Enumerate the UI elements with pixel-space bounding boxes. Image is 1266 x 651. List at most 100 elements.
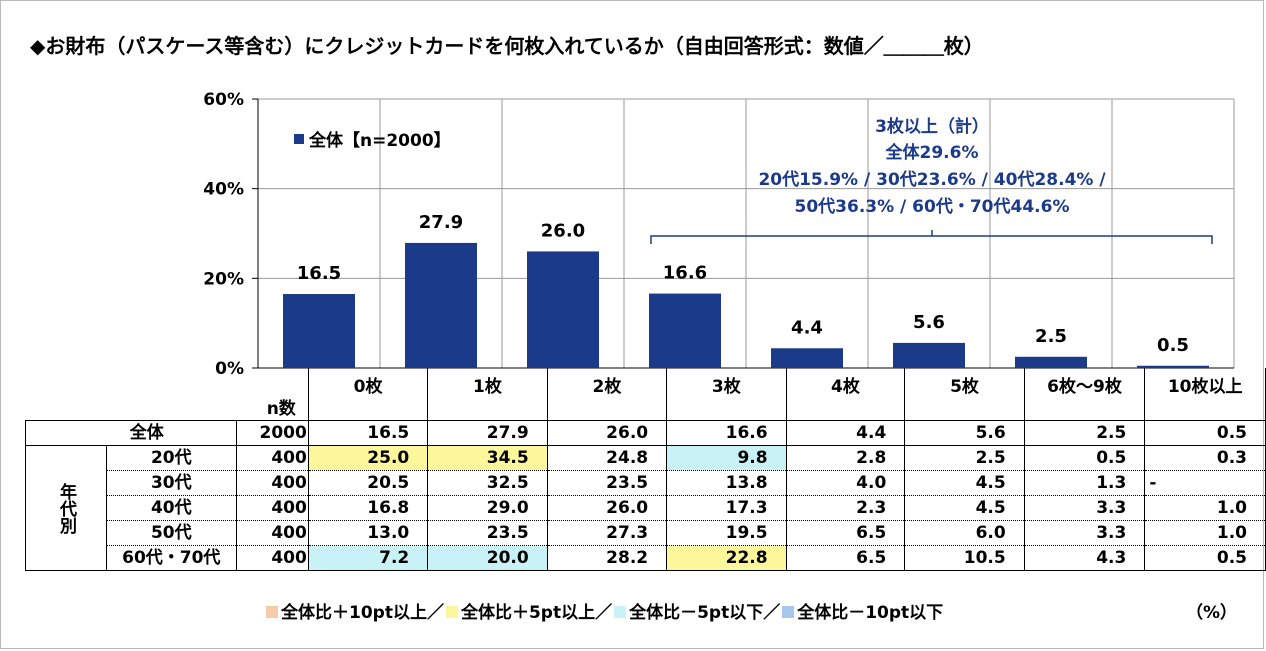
row-label: 30代 (106, 470, 237, 496)
row-label: 40代 (106, 495, 237, 521)
value-label-2: 26.0 (541, 220, 585, 241)
n-cell: 400 (235, 520, 309, 546)
column-header: 4枚 (785, 368, 905, 421)
value-label-0: 16.5 (297, 263, 341, 284)
table-row: 60代・70代 400 7.2 20.0 28.2 22.8 6.5 10.5 4.3 0.5 (26, 545, 1266, 571)
value-label-5: 5.6 (913, 312, 945, 333)
highlight-swatch (445, 606, 458, 618)
table-cell: 34.5 (427, 445, 548, 471)
column-header: 3枚 (666, 368, 787, 421)
row-label: 50代 (106, 520, 237, 546)
bar-7 (1137, 365, 1209, 368)
table-cell: 16.6 (666, 420, 787, 446)
table-cell: 1.0 (1144, 520, 1266, 546)
table-cell: 26.0 (546, 495, 667, 521)
n-cell: 400 (235, 470, 309, 496)
table-cell: 2.3 (785, 495, 905, 521)
bar-2 (527, 251, 599, 368)
table-cell: 1.3 (1023, 470, 1145, 496)
annotation-line-3: 50代36.3% / 60代・70代44.6% (795, 196, 1070, 217)
column-header: 1枚 (427, 368, 548, 421)
highlight-legend: 全体比＋10pt以上／ 全体比＋5pt以上／ 全体比－5pt以下／ 全体比－10pt以… (266, 598, 945, 623)
table-cell: 16.5 (307, 420, 428, 446)
chart-title: ◆お財布（パスケース等含む）にクレジットカードを何枚入れているか（自由回答形式：… (30, 30, 984, 59)
bar-6 (1015, 356, 1087, 368)
table-cell: 29.0 (427, 495, 548, 521)
table-row: 年代別 20代 400 25.0 34.5 24.8 9.8 2.8 2.5 0.5 0.3 (25, 445, 1266, 571)
table-row: 50代 400 13.0 23.5 27.3 19.5 6.5 6.0 3.3 1.0 (26, 520, 1266, 546)
value-labels: 16.5 27.9 26.0 16.6 4.4 5.6 2.5 0.5 (297, 212, 1189, 356)
bar-chart: 0%20%40%60% 16.527.9 26.016.64.4 5.62.5 0.5… (203, 90, 1235, 379)
highlight-swatch (614, 606, 627, 618)
highlight-legend-item: 全体比＋10pt以上／ (266, 603, 444, 623)
table-cell: 0.5 (1023, 445, 1145, 471)
table-cell: 25.0 (307, 445, 428, 471)
n-cell: 400 (235, 495, 309, 521)
table-cell: 0.3 (1144, 445, 1266, 471)
y-tick-label: 40% (203, 180, 244, 200)
unit-label: （%） (1186, 603, 1238, 623)
value-label-3: 16.6 (663, 263, 707, 284)
table-cell: 2.5 (1023, 420, 1145, 446)
highlight-label: 全体比＋10pt以上／ (281, 603, 444, 623)
highlight-label: 全体比－5pt以下／ (629, 603, 781, 623)
column-header: 10枚以上 (1144, 368, 1266, 421)
table-cell: 4.5 (904, 470, 1025, 496)
n-cell: 2000 (235, 420, 309, 446)
table-cell: 27.9 (427, 420, 548, 446)
n-cell: 400 (235, 445, 309, 471)
y-tick-label: 20% (203, 269, 244, 289)
row-label: 全体 (25, 420, 237, 446)
table-cell: 22.8 (666, 545, 787, 571)
table-cell: 2.8 (785, 445, 905, 471)
table-cell: 4.4 (785, 420, 905, 446)
table-row: 30代 400 20.5 32.5 23.5 13.8 4.0 4.5 1.3- (26, 470, 1266, 496)
highlight-label: 全体比－10pt以下 (797, 603, 944, 623)
table-cell: 4.3 (1023, 545, 1145, 571)
n-header: n数 (236, 368, 309, 421)
column-header: 0枚 (307, 368, 428, 421)
n-cell: 400 (235, 545, 309, 571)
table-cell: 7.2 (307, 545, 428, 571)
table-cell: 32.5 (427, 470, 548, 496)
data-table: n数 0枚 1枚 2枚 3枚 4枚 5枚 6枚～9枚 10枚以上 全体 2000 16.5 27.9 26… (25, 368, 1266, 571)
annotation-line-2: 20代15.9% / 30代23.6% / 40代28.4% / (758, 169, 1106, 190)
table-cell: 13.0 (307, 520, 428, 546)
table-cell: 4.5 (904, 495, 1025, 521)
annotation: 3枚以上（計） 全体29.6% 20代15.9% / 30代23.6% / 40代2… (650, 116, 1213, 244)
table-cell: 5.6 (904, 420, 1025, 446)
series-legend: 全体【n=2000】 (294, 130, 451, 151)
highlight-legend-item: 全体比＋5pt以上／ (445, 603, 613, 623)
group-label: 年代別 (25, 445, 107, 571)
table-cell: 0.5 (1144, 545, 1266, 571)
table-cell: 20.5 (307, 470, 428, 496)
bar-5 (893, 342, 965, 368)
highlight-legend-item: 全体比－5pt以下／ (614, 603, 780, 623)
annotation-line-0: 3枚以上（計） (875, 116, 989, 137)
y-tick-label: 60% (203, 90, 244, 110)
table-cell: 10.5 (904, 545, 1025, 571)
table-cell: 27.3 (546, 520, 667, 546)
value-label-6: 2.5 (1035, 326, 1067, 347)
table-cell: 13.8 (666, 470, 787, 496)
table-row: 全体 2000 16.5 27.9 26.0 16.6 4.4 5.6 2.5 0.5 (25, 420, 1266, 446)
bar-0 (283, 294, 355, 368)
table-cell: 17.3 (666, 495, 787, 521)
table-cell: 6.0 (904, 520, 1025, 546)
table-cell: 3.3 (1023, 520, 1145, 546)
table-cell: 0.5 (1144, 420, 1266, 446)
highlight-label: 全体比＋5pt以上／ (460, 603, 613, 623)
column-header: 2枚 (546, 368, 667, 421)
table-cell: 20.0 (427, 545, 548, 571)
table-cell: 6.5 (785, 545, 905, 571)
value-label-4: 4.4 (791, 317, 823, 338)
table-cell: 4.0 (785, 470, 905, 496)
legend-swatch (294, 134, 304, 144)
column-header: 5枚 (904, 368, 1025, 421)
table-cell: 6.5 (785, 520, 905, 546)
table-cell: 1.0 (1144, 495, 1266, 521)
bar-3 (649, 293, 721, 368)
table-cell: 23.5 (427, 520, 548, 546)
chart-title-text: ◆お財布（パスケース等含む）にクレジットカードを何枚入れているか（自由回答形式：… (30, 34, 984, 58)
